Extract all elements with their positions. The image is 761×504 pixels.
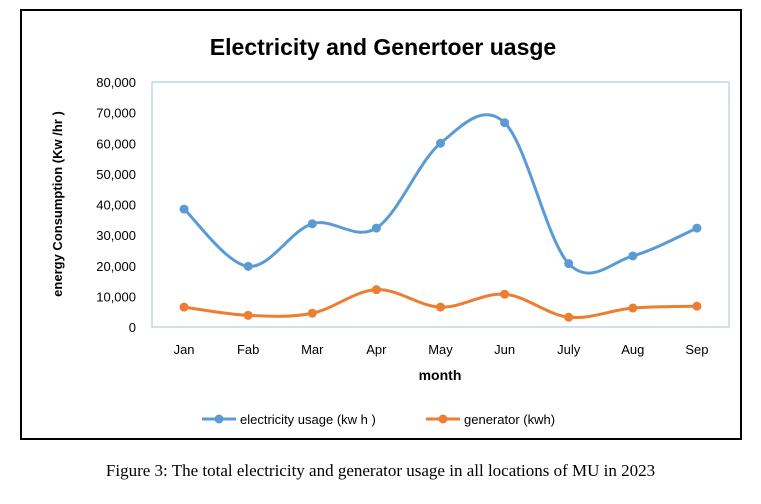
data-point <box>307 219 317 229</box>
x-tick-label: Sep <box>685 342 708 357</box>
legend-marker <box>214 414 224 424</box>
chart-frame: Electricity and Genertoer uasge 0 10,000 2… <box>20 9 742 440</box>
data-point <box>179 204 189 214</box>
legend: electricity usage (kw h ) generator (kwh) <box>202 412 555 427</box>
data-point <box>243 261 253 271</box>
data-point <box>500 118 510 128</box>
data-point <box>179 302 189 312</box>
data-point <box>628 251 638 261</box>
series-layer <box>179 113 702 322</box>
figure-caption: Figure 3: The total electricity and gene… <box>105 461 656 480</box>
x-tick-label: Fab <box>237 342 259 357</box>
y-tick-label: 30,000 <box>96 228 136 243</box>
data-point <box>436 138 445 148</box>
x-tick-label: Mar <box>301 342 324 357</box>
legend-label: electricity usage (kw h ) <box>240 412 376 427</box>
data-point <box>500 289 510 299</box>
y-tick-label: 20,000 <box>96 259 136 274</box>
data-point <box>564 259 574 269</box>
x-axis-label: month <box>419 367 462 383</box>
x-axis: Jan Fab Mar Apr May Jun July Aug Sep <box>174 342 709 357</box>
y-tick-label: 60,000 <box>96 136 136 151</box>
data-point <box>436 302 445 312</box>
y-tick-label: 10,000 <box>96 289 136 304</box>
y-tick-label: 50,000 <box>96 167 136 182</box>
x-tick-label: Aug <box>621 342 644 357</box>
data-point <box>692 223 702 233</box>
data-point <box>371 223 381 233</box>
plot-area <box>151 81 730 328</box>
legend-marker <box>438 414 448 424</box>
data-point <box>628 303 638 313</box>
x-tick-label: Jun <box>494 342 515 357</box>
x-tick-label: Jan <box>174 342 195 357</box>
y-axis: 0 10,000 20,000 30,000 40,000 50,000 60,000 70,… <box>96 75 136 335</box>
y-tick-label: 80,000 <box>96 75 136 90</box>
x-tick-label: May <box>428 342 453 357</box>
x-tick-label: July <box>557 342 581 357</box>
data-point <box>371 285 381 295</box>
data-point <box>692 301 702 311</box>
data-point <box>243 310 253 320</box>
data-point <box>564 312 574 322</box>
chart: Electricity and Genertoer uasge 0 10,000 2… <box>50 34 730 427</box>
y-axis-label: energy Consumption (Kw /hr ) <box>50 111 65 297</box>
data-point <box>307 308 317 318</box>
y-tick-label: 0 <box>129 320 136 335</box>
y-tick-label: 70,000 <box>96 106 136 121</box>
x-tick-label: Apr <box>366 342 387 357</box>
y-tick-label: 40,000 <box>96 198 136 213</box>
chart-title: Electricity and Genertoer uasge <box>210 34 556 60</box>
legend-label: generator (kwh) <box>464 412 555 427</box>
